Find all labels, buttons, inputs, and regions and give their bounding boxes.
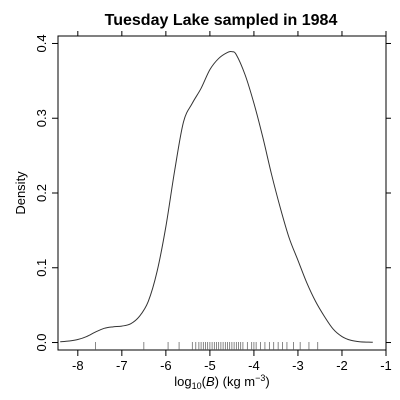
y-tick-label: 0.2 xyxy=(34,184,49,202)
plot-box xyxy=(57,35,387,351)
x-axis-label: log10(B) (kg m−3) xyxy=(174,373,269,391)
x-tick-label: -7 xyxy=(116,358,128,373)
rug-marks xyxy=(95,342,319,350)
x-tick-label: -3 xyxy=(292,358,304,373)
x-axis-top-ticks xyxy=(77,31,387,36)
y-axis-right-ticks xyxy=(386,42,391,344)
x-tick-label: -5 xyxy=(204,358,216,373)
y-axis: 0.0 0.1 0.2 0.3 0.4 xyxy=(34,34,58,352)
x-tick-label: -2 xyxy=(336,358,348,373)
density-curve xyxy=(60,50,373,343)
y-tick-label: 0.0 xyxy=(34,333,49,351)
y-tick-label: 0.3 xyxy=(34,109,49,127)
x-tick-label: -8 xyxy=(72,358,84,373)
y-axis-label: Density xyxy=(13,171,28,215)
x-tick-label: -4 xyxy=(248,358,260,373)
y-tick-label: 0.1 xyxy=(34,259,49,277)
x-axis: -8 -7 -6 -5 -4 -3 -2 -1 xyxy=(72,350,392,373)
x-tick-label: -1 xyxy=(380,358,392,373)
chart-title: Tuesday Lake sampled in 1984 xyxy=(105,12,338,29)
y-tick-label: 0.4 xyxy=(34,34,49,52)
x-tick-label: -6 xyxy=(160,358,172,373)
